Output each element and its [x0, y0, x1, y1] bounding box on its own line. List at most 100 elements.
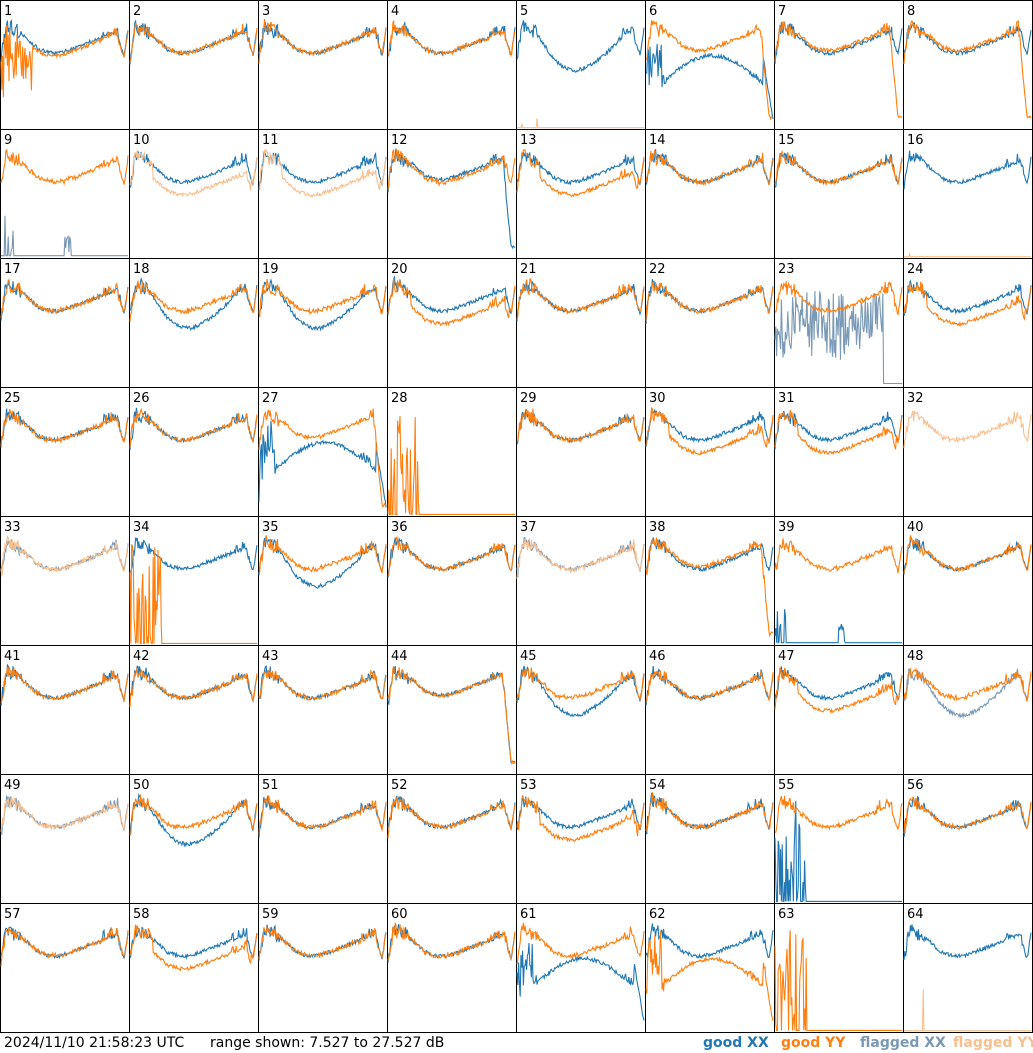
- series-yy-good: [387, 148, 516, 190]
- series-yy-good: [774, 795, 903, 833]
- panel-36: 36: [387, 516, 517, 646]
- panel-17: 17: [0, 258, 130, 388]
- panel-62: 62: [645, 903, 775, 1033]
- panel-45: 45: [516, 645, 646, 775]
- series-xx-good: [129, 537, 258, 574]
- panel-37: 37: [516, 516, 646, 646]
- series-yy-good: [387, 536, 516, 576]
- series-yy-good: [258, 535, 387, 575]
- panel-label: 19: [262, 262, 279, 277]
- panel-38: 38: [645, 516, 775, 646]
- panel-frame: [0, 774, 130, 904]
- series-yy-good: [774, 538, 903, 574]
- panel-5: 5: [516, 0, 646, 130]
- series-yy-good: [774, 20, 903, 119]
- panel-frame: [516, 774, 646, 904]
- panel-59: 59: [258, 903, 388, 1033]
- panel-frame: [645, 903, 775, 1033]
- series-yy-good: [258, 926, 387, 960]
- series-xx-good: [258, 420, 387, 508]
- panel-frame: [0, 0, 130, 130]
- panel-14: 14: [645, 129, 775, 259]
- panel-label: 23: [778, 262, 795, 277]
- panel-frame: [258, 387, 388, 517]
- panel-label: 1: [4, 4, 12, 19]
- panel-56: 56: [903, 774, 1033, 904]
- panel-label: 13: [520, 133, 537, 148]
- panel-frame: [516, 903, 646, 1033]
- panel-label: 32: [907, 391, 924, 406]
- panel-label: 11: [262, 133, 279, 148]
- panel-12: 12: [387, 129, 517, 259]
- panel-label: 40: [907, 520, 924, 535]
- panel-64: 64: [903, 903, 1033, 1033]
- panel-label: 3: [262, 4, 270, 19]
- panel-26: 26: [129, 387, 259, 517]
- series-yy-good: [0, 926, 129, 967]
- panel-label: 48: [907, 649, 924, 664]
- panel-42: 42: [129, 645, 259, 775]
- panel-frame: [258, 0, 388, 130]
- panel-frame: [516, 645, 646, 775]
- series-yy-good: [903, 796, 1032, 834]
- series-yy-good: [774, 409, 903, 455]
- panel-27: 27: [258, 387, 388, 517]
- panel-label: 15: [778, 133, 795, 148]
- panel-label: 44: [391, 649, 408, 664]
- panel-32: 32: [903, 387, 1033, 517]
- panel-label: 34: [133, 520, 150, 535]
- panel-frame: [903, 387, 1033, 517]
- panel-frame: [0, 387, 130, 517]
- panel-label: 30: [649, 391, 666, 406]
- series-yy-good: [387, 278, 516, 327]
- panel-label: 52: [391, 778, 408, 793]
- panel-label: 8: [907, 4, 915, 19]
- series-yy-flagged: [517, 118, 644, 129]
- series-yy-flagged: [0, 535, 129, 577]
- series-yy-good: [645, 670, 774, 703]
- panel-60: 60: [387, 903, 517, 1033]
- panel-13: 13: [516, 129, 646, 259]
- panel-label: 38: [649, 520, 666, 535]
- legend-flagged-xx: flagged XX: [860, 1035, 946, 1051]
- series-yy-good: [387, 666, 516, 766]
- panel-frame: [774, 0, 904, 130]
- panel-61: 61: [516, 903, 646, 1033]
- panel-label: 42: [133, 649, 150, 664]
- panel-label: 63: [778, 907, 795, 922]
- panel-label: 9: [4, 133, 12, 148]
- panel-label: 46: [649, 649, 666, 664]
- panel-frame: [129, 258, 259, 388]
- panel-frame: [516, 258, 646, 388]
- panel-frame: [645, 645, 775, 775]
- series-xx-good: [258, 22, 387, 57]
- series-yy-good: [258, 278, 387, 318]
- series-xx-good: [774, 800, 902, 902]
- panel-label: 45: [520, 649, 537, 664]
- panel-label: 21: [520, 262, 537, 277]
- series-yy-good: [645, 537, 774, 638]
- legend-good-xx: good XX: [703, 1035, 769, 1051]
- panel-frame: [387, 258, 517, 388]
- panel-43: 43: [258, 645, 388, 775]
- panel-52: 52: [387, 774, 517, 904]
- panel-23: 23: [774, 258, 904, 388]
- panel-frame: [516, 516, 646, 646]
- series-xx-good: [645, 44, 774, 120]
- series-xx-flagged: [1, 215, 128, 257]
- series-xx-good: [903, 924, 1032, 961]
- panel-label: 17: [4, 262, 21, 277]
- series-xx-good: [645, 923, 774, 960]
- series-yy-good: [0, 25, 129, 98]
- series-yy-good: [0, 278, 129, 318]
- panel-label: 51: [262, 778, 279, 793]
- panel-label: 6: [649, 4, 657, 19]
- series-yy-flagged: [904, 251, 1031, 258]
- panel-frame: [645, 774, 775, 904]
- legend-good-yy: good YY: [781, 1035, 846, 1051]
- series-yy-good: [774, 150, 903, 187]
- panel-label: 41: [4, 649, 21, 664]
- series-yy-good: [387, 415, 515, 515]
- panel-label: 53: [520, 778, 537, 793]
- panel-label: 4: [391, 4, 399, 19]
